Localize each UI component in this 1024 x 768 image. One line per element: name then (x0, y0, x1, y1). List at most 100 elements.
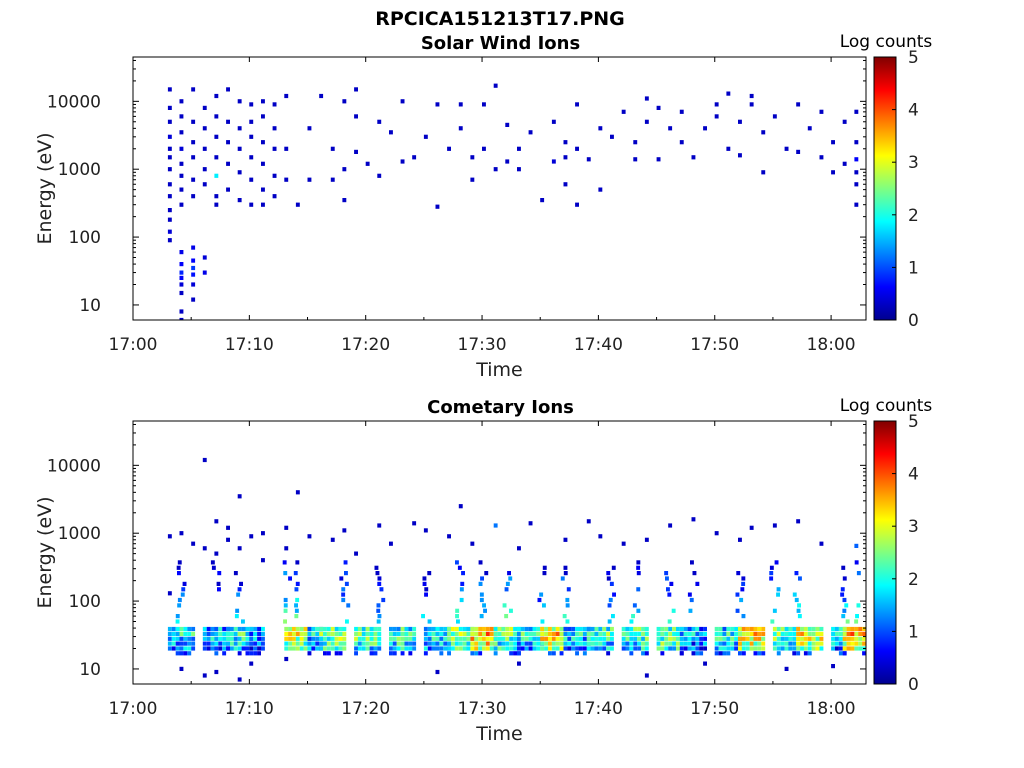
spectrogram-cell (730, 631, 735, 636)
spectrogram-cell (191, 541, 196, 546)
spectrogram-cell (505, 159, 510, 164)
spectrogram-cell (633, 157, 638, 162)
spectrogram-cell (774, 560, 779, 565)
spectrogram-cell (803, 651, 808, 656)
spectrogram-cell (854, 170, 859, 175)
spectrogram-cell (664, 626, 669, 632)
spectrogram-cell (295, 626, 300, 632)
spectrogram-cell (423, 528, 428, 533)
spectrogram-cell (571, 636, 576, 641)
spectrogram-cell (625, 631, 630, 636)
spectrogram-cell (565, 603, 570, 608)
spectrogram-cell (447, 631, 451, 636)
spectrogram-cell (513, 626, 517, 632)
spectrogram-cell (633, 646, 638, 651)
spectrogram-cell (513, 646, 517, 651)
spectrogram-cell (745, 641, 750, 646)
spectrogram-cell (311, 641, 316, 646)
spectrogram-cell (565, 619, 570, 624)
spectrogram-cell (815, 631, 820, 636)
spectrogram-cell (339, 576, 344, 581)
spectrogram-cell (567, 631, 572, 636)
spectrogram-cell (295, 581, 300, 586)
spectrogram-cell (423, 636, 428, 641)
spectrogram-cell (800, 646, 804, 651)
spectrogram-cell (214, 194, 219, 199)
spectrogram-cell (563, 537, 568, 542)
spectrogram-cell (421, 614, 425, 619)
spectrogram-cell (656, 636, 661, 641)
spectrogram-cell (575, 651, 579, 656)
spectrogram-cell (466, 626, 471, 632)
spectrogram-cell (167, 229, 172, 234)
spectrogram-cell (187, 641, 192, 646)
spectrogram-cell (551, 119, 556, 124)
spectrogram-cell (718, 641, 723, 646)
spectrogram-cell (559, 636, 564, 641)
spectrogram-cell (214, 626, 219, 632)
spectrogram-cell (586, 157, 591, 162)
spectrogram-cell (741, 636, 746, 641)
spectrogram-cell (284, 656, 289, 662)
spectrogram-cell (307, 636, 312, 641)
spectrogram-cell (377, 614, 382, 619)
spectrogram-cell (369, 646, 374, 651)
spectrogram-cell (797, 603, 801, 608)
y-tick-label: 10 (79, 660, 101, 680)
spectrogram-cell (703, 661, 707, 666)
spectrogram-cell (668, 641, 673, 646)
spectrogram-cell (811, 641, 816, 646)
spectrogram-cell (726, 641, 731, 646)
spectrogram-cell (237, 646, 242, 651)
spectrogram-cell (838, 641, 843, 646)
spectrogram-cell (563, 636, 568, 641)
spectrogram-cell (796, 641, 801, 646)
spectrogram-cell (261, 558, 265, 563)
spectrogram-cell (854, 631, 859, 636)
spectrogram-cell (524, 646, 529, 651)
spectrogram-cell (272, 146, 277, 151)
spectrogram-cell (815, 646, 820, 651)
spectrogram-cell (253, 651, 258, 656)
y-axis-label: Energy (eV) (34, 132, 56, 244)
spectrogram-cell (392, 626, 397, 632)
spectrogram-cell (470, 651, 475, 656)
spectrogram-cell (753, 646, 758, 651)
spectrogram-cell (517, 651, 521, 656)
spectrogram-cell (294, 608, 299, 613)
spectrogram-cell (307, 641, 312, 646)
spectrogram-cell (489, 626, 494, 632)
spectrogram-cell (769, 576, 774, 581)
spectrogram-cell (167, 167, 172, 172)
spectrogram-cell (559, 626, 564, 632)
spectrogram-cell (780, 636, 785, 641)
spectrogram-cell (780, 626, 785, 632)
spectrogram-cell (261, 99, 265, 104)
spectrogram-cell (210, 560, 215, 565)
spectrogram-cell (842, 626, 847, 632)
spectrogram-cell (761, 130, 766, 135)
plot-frame (132, 56, 867, 321)
spectrogram-cell (249, 134, 254, 139)
spectrogram-cell (854, 182, 859, 187)
spectrogram-cell (644, 96, 649, 101)
spectrogram-cell (307, 126, 312, 131)
spectrogram-cell (179, 290, 184, 296)
spectrogram-cell (241, 646, 246, 651)
spectrogram-cell (341, 597, 346, 603)
spectrogram-cell (505, 122, 510, 127)
spectrogram-cell (424, 587, 429, 592)
spectrogram-cell (741, 651, 746, 656)
spectrogram-cell (272, 194, 277, 199)
spectrogram-cell (216, 581, 221, 586)
spectrogram-cell (319, 636, 324, 641)
spectrogram-cell (749, 636, 754, 641)
spectrogram-cell (447, 646, 451, 651)
spectrogram-cell (835, 626, 839, 632)
spectrogram-cell (629, 641, 634, 646)
spectrogram-cell (734, 626, 738, 632)
spectrogram-cell (629, 646, 634, 651)
spectrogram-cell (551, 641, 556, 646)
spectrogram-cell (187, 631, 192, 636)
spectrogram-cell (690, 560, 694, 565)
